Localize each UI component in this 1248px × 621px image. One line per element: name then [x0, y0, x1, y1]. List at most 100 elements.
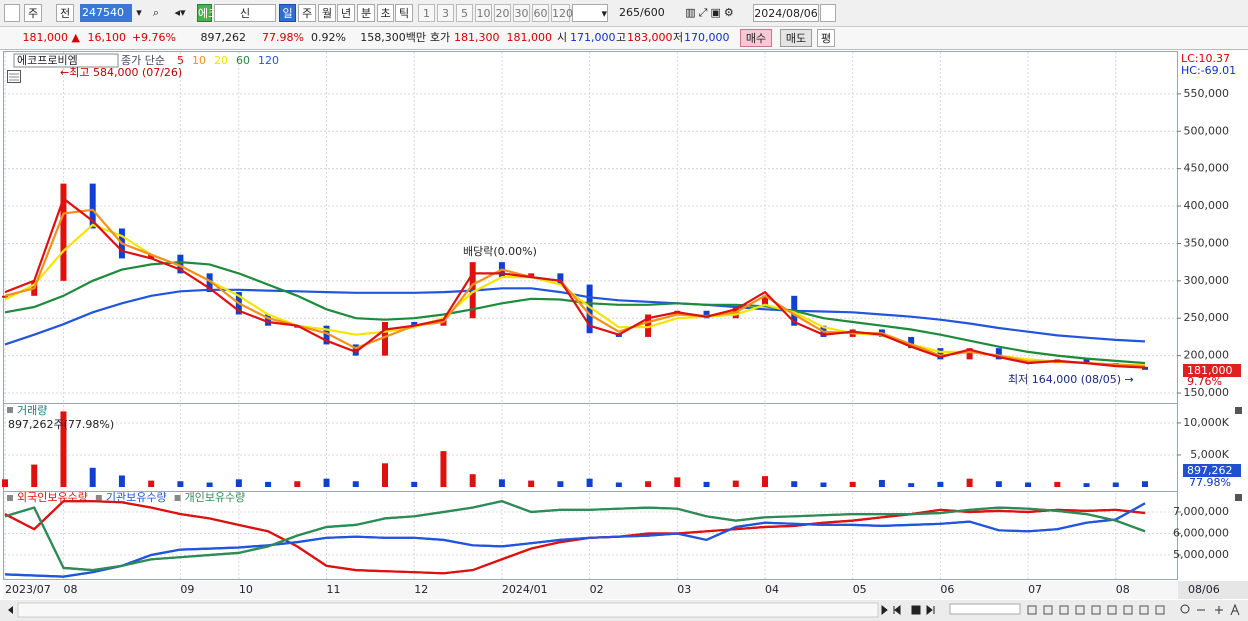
volume-bar [1142, 481, 1148, 487]
quote-item: +9.76% [131, 31, 176, 44]
y-tick-label: 350,000 [1184, 236, 1230, 249]
dropdown[interactable]: ▾ [572, 4, 608, 22]
volume-bar [265, 481, 272, 487]
volume-bar [2, 479, 8, 487]
legend-box [13, 53, 119, 68]
x-tick-label: 2024/01 [502, 583, 548, 596]
price-candle [966, 348, 973, 360]
toolbar-item[interactable]: 분 [357, 4, 375, 22]
zoom-icon[interactable] [1180, 604, 1190, 614]
quote-item[interactable]: 매수 [740, 29, 772, 47]
volume-bar [1054, 481, 1061, 487]
volume-bar [1112, 482, 1119, 487]
price-candle [177, 254, 184, 274]
volume-bar [557, 481, 564, 487]
volume-bar [586, 478, 593, 487]
toolbar-item[interactable]: 60 [532, 4, 549, 22]
volume-bar [528, 480, 535, 487]
x-tick-label: 04 [765, 583, 779, 596]
toolbar-item[interactable]: 247540 [80, 4, 132, 22]
toolbar-item[interactable]: 신 [214, 4, 276, 22]
tool-icons[interactable] [1027, 605, 1165, 615]
toolbar-item[interactable]: 월 [318, 4, 336, 22]
volume-bar [615, 482, 622, 487]
price-candle [89, 183, 96, 229]
volume-bar [498, 479, 505, 487]
toolbar-item[interactable]: 틱 [395, 4, 413, 22]
price-candle [60, 183, 67, 281]
panel-menu[interactable] [1235, 407, 1242, 414]
grid [4, 52, 1177, 580]
toolbar-item[interactable]: 120 [551, 4, 573, 22]
quote-item: 호가 [429, 31, 451, 44]
legend-marker [174, 495, 181, 501]
quote-item: 77.98% [262, 31, 304, 44]
toolbar-item[interactable]: 30 [513, 4, 530, 22]
toolbar-item[interactable]: 20 [494, 4, 511, 22]
volume-bar [411, 481, 418, 487]
scroll-left[interactable] [8, 606, 13, 614]
toolbar-item[interactable]: 일 [279, 4, 296, 22]
legend-marker [7, 407, 13, 413]
quote-item: 181,000 ▲ [22, 31, 80, 44]
toolbar-item[interactable]: 주 [24, 4, 42, 22]
dropdown[interactable]: ▾ [136, 6, 142, 19]
toolbar-item[interactable]: 10 [475, 4, 492, 22]
price-candle [382, 321, 388, 356]
legend-entry: 120 [258, 54, 279, 67]
x-tick-label: 09 [180, 583, 194, 596]
toolbar-item[interactable]: 2024/08/06 [753, 4, 819, 22]
chart-tools[interactable]: ▥⤢▣⚙ [685, 6, 737, 19]
menu-icon[interactable] [4, 4, 20, 22]
sound-icon[interactable]: ◂▾ [174, 6, 186, 19]
legend-entry: 60 [236, 54, 250, 67]
toolbar-item[interactable]: 1 [418, 4, 435, 22]
hc-label: HC:-69.01 [1181, 64, 1236, 77]
annotation: 최저 164,000 (08/05) → [1008, 373, 1134, 386]
price-candle [2, 295, 8, 298]
toolbar-item[interactable]: 에코프로비 [197, 4, 249, 22]
price-candle [1083, 359, 1090, 364]
volume-bar [440, 451, 447, 487]
toolbar-item[interactable]: 년 [337, 4, 355, 22]
price-candle [528, 273, 535, 278]
legend-subtitle: 종가 단순 [121, 54, 165, 67]
x-tick-label: 03 [677, 583, 691, 596]
toolbar-item[interactable]: 5 [456, 4, 473, 22]
scroll-track[interactable] [17, 602, 879, 618]
volume-box [1183, 464, 1241, 477]
quote-item: 181,000 [506, 31, 553, 44]
panel-menu[interactable] [1235, 494, 1242, 501]
search-icon[interactable]: ⌕ [152, 6, 160, 19]
toolbar-item[interactable]: 초 [377, 4, 394, 22]
font-icon[interactable] [1230, 603, 1240, 616]
volume-bar [849, 481, 856, 487]
toolbar-item[interactable]: /600 [640, 6, 665, 19]
legend-entry: 기관보유수량 [106, 491, 167, 504]
toolbar-item[interactable]: 3 [437, 4, 454, 22]
quote-item[interactable]: 평 [817, 29, 835, 47]
scroll-buttons[interactable] [881, 604, 935, 616]
calendar-button[interactable] [820, 4, 836, 22]
toolbar-item[interactable]: 주 [298, 4, 316, 22]
zoom-buttons[interactable] [1197, 606, 1223, 614]
volume-bar [703, 481, 710, 487]
price-candle [762, 295, 768, 308]
volume-bar [31, 464, 38, 487]
volume-bar [995, 481, 1002, 487]
y-tick-label: 400,000 [1184, 199, 1230, 212]
price-candle [148, 254, 155, 259]
zoom-slider[interactable] [949, 603, 1021, 615]
legend-marker [7, 495, 13, 501]
series-line [4, 502, 1146, 578]
volume-bar [937, 481, 944, 487]
quote-item: 171,000 [570, 31, 616, 44]
toolbar-item[interactable]: 전 [56, 4, 74, 22]
quote-item[interactable]: 매도 [780, 29, 812, 47]
x-tick-label: 10 [239, 583, 253, 596]
quote-item: 고 [615, 31, 627, 44]
volume-bar [878, 479, 885, 487]
toolbar-item[interactable]: 265 [619, 6, 640, 19]
price-candle [323, 325, 330, 345]
